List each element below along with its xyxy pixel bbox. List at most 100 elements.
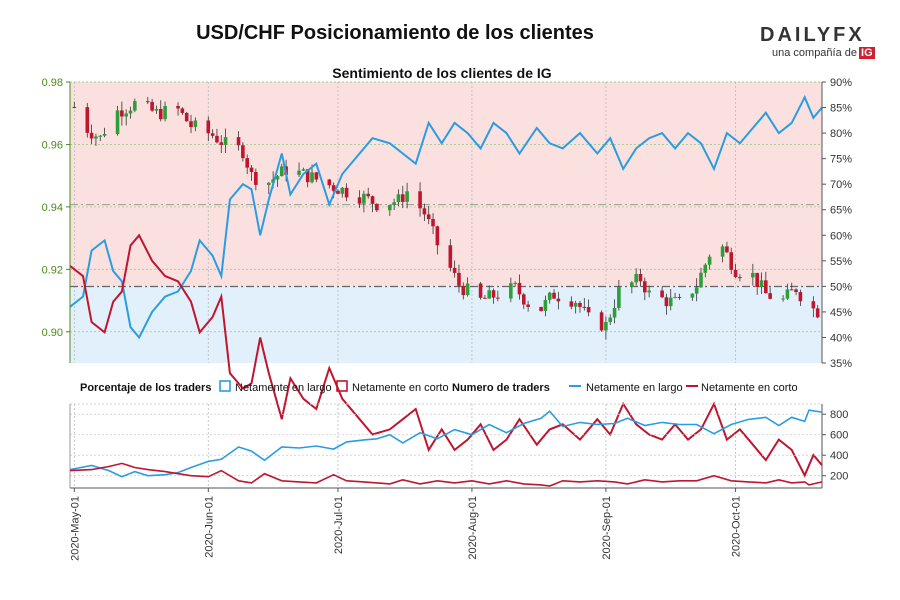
- candle-body-58: [426, 214, 431, 220]
- candle-body-39: [310, 172, 314, 183]
- candle-body-111: [751, 272, 755, 278]
- candle-body-118: [789, 289, 794, 291]
- candle-body-16: [176, 105, 180, 109]
- candle-body-22: [210, 133, 215, 136]
- brand-tagline-text: una compañía de: [772, 47, 858, 59]
- candle-body-112: [755, 272, 759, 288]
- candle-body-77: [543, 299, 548, 312]
- candle-body-100: [677, 296, 682, 298]
- legend-count-long-label: Netamente en largo: [586, 382, 683, 394]
- legend-count-short-label: Netamente en corto: [701, 382, 798, 394]
- candle-body-4: [98, 135, 103, 137]
- candle-body-57: [422, 208, 427, 215]
- candle-body-75: [526, 304, 530, 307]
- legend-pct-short-label: Netamente en corto: [352, 382, 449, 394]
- pct-tick-label-11: 90%: [830, 77, 852, 89]
- candle-body-101: [690, 293, 695, 298]
- candle-body-91: [630, 282, 634, 287]
- candle-body-18: [184, 112, 189, 122]
- pct-line-long: [69, 94, 823, 340]
- candle-body-55: [405, 191, 409, 202]
- candle-body-11: [145, 101, 150, 103]
- count-line-long: [69, 409, 823, 478]
- candle-body-74: [521, 294, 526, 305]
- pct-tick-label-9: 80%: [830, 128, 852, 140]
- candle-body-97: [664, 297, 669, 307]
- candle-body-85: [586, 307, 591, 313]
- candle-body-20: [193, 120, 198, 128]
- legend-pct-long-swatch: [219, 380, 231, 392]
- candle-body-26: [236, 137, 241, 146]
- candle-body-14: [158, 108, 163, 120]
- candle-body-95: [647, 290, 651, 293]
- pct-tick-label-10: 85%: [830, 103, 852, 115]
- candle-body-84: [582, 306, 587, 308]
- date-tick-label-4: 2020-Sep-01: [601, 496, 613, 560]
- pct-tick-label-2: 45%: [830, 307, 852, 319]
- candle-body-49: [370, 196, 375, 204]
- candle-body-105: [707, 256, 712, 265]
- brand-tagline: una compañía de IG: [772, 47, 875, 59]
- candle-body-98: [668, 297, 673, 307]
- candle-body-50: [375, 203, 379, 211]
- candle-body-33: [275, 176, 280, 180]
- brand-logo: DAILYFX: [760, 24, 865, 46]
- candle-body-38: [305, 169, 310, 183]
- candle-body-42: [331, 185, 336, 191]
- date-tick-label-0: 2020-May-01: [69, 496, 81, 561]
- brand-ig-badge: IG: [859, 47, 875, 59]
- candle-body-88: [608, 317, 613, 323]
- candle-body-25: [223, 137, 228, 145]
- candle-body-78: [547, 292, 552, 300]
- pct-tick-label-5: 60%: [830, 230, 852, 242]
- candle-body-12: [150, 101, 154, 111]
- candle-body-7: [120, 110, 124, 117]
- candle-body-106: [720, 246, 725, 257]
- date-tick-label-1: 2020-Jun-01: [203, 496, 215, 558]
- candle-body-94: [643, 281, 647, 293]
- date-tick-label-5: 2020-Oct-01: [731, 496, 743, 557]
- candle-body-66: [478, 283, 483, 298]
- candle-body-96: [660, 290, 664, 298]
- candle-body-3: [94, 136, 98, 139]
- candle-body-102: [694, 287, 699, 294]
- candle-body-79: [552, 292, 556, 299]
- legend-pct-long-label: Netamente en largo: [235, 382, 332, 394]
- candle-body-37: [301, 169, 306, 171]
- candle-body-109: [733, 269, 738, 278]
- candle-body-120: [798, 292, 803, 302]
- candle-body-31: [267, 182, 271, 185]
- candle-body-1: [85, 107, 90, 133]
- candle-body-99: [673, 296, 677, 298]
- candle-body-2: [89, 132, 94, 139]
- price-tick-label-4: 0.98: [42, 77, 63, 89]
- candle-body-6: [115, 110, 120, 135]
- count-line-short: [69, 462, 823, 487]
- candle-body-82: [573, 302, 578, 307]
- candle-body-68: [487, 290, 492, 299]
- pct-tick-label-4: 55%: [830, 256, 852, 268]
- count-tick-label-1: 400: [830, 450, 848, 462]
- candle-body-80: [556, 298, 561, 302]
- candle-body-114: [764, 280, 768, 294]
- candle-body-36: [297, 170, 301, 175]
- candle-body-27: [241, 145, 245, 159]
- candle-body-72: [513, 282, 517, 284]
- candle-body-17: [180, 108, 185, 113]
- candle-body-76: [539, 306, 543, 312]
- candle-body-67: [483, 297, 487, 299]
- candle-body-119: [794, 289, 798, 293]
- candle-body-93: [638, 273, 643, 282]
- candle-body-87: [604, 322, 608, 331]
- candle-body-30: [254, 171, 258, 185]
- candle-body-29: [249, 167, 254, 172]
- candle-body-34: [279, 166, 284, 177]
- candle-body-71: [509, 283, 513, 299]
- legend-pct-title: Porcentaje de los traders: [80, 382, 211, 394]
- price-tick-label-3: 0.96: [42, 139, 63, 151]
- candle-body-62: [452, 267, 457, 273]
- candle-body-44: [340, 187, 345, 194]
- chart-subtitle: Sentimiento de los clientes de IG: [332, 65, 552, 81]
